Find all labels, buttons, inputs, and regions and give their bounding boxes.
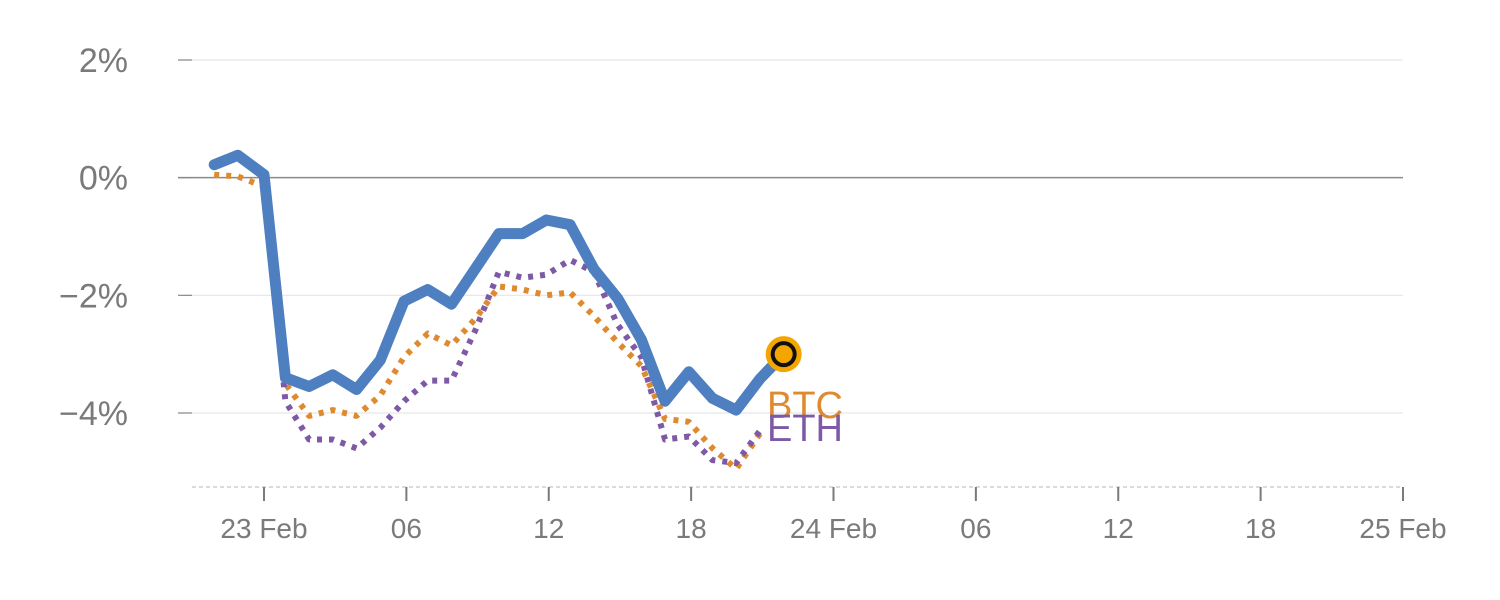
x-tick-label: 18 bbox=[1245, 513, 1276, 544]
current-value-marker bbox=[770, 341, 797, 368]
axes: 2% 0% −2% −4% 23 Feb 06 12 18 24 Feb 06 12 18 25 Feb bbox=[59, 42, 1447, 544]
x-tick-label: 06 bbox=[960, 513, 991, 544]
x-tick-label: 24 Feb bbox=[790, 513, 877, 544]
x-tick-label: 25 Feb bbox=[1359, 513, 1446, 544]
y-tick-label: −2% bbox=[59, 277, 128, 315]
y-tick-label: 2% bbox=[79, 42, 128, 80]
series-line-eth bbox=[213, 154, 763, 466]
y-tick-label: −4% bbox=[59, 395, 128, 433]
x-tick-label: 12 bbox=[1103, 513, 1134, 544]
current-value-marker-group bbox=[765, 336, 802, 373]
series-line-main bbox=[208, 149, 790, 416]
series-line-btc bbox=[213, 171, 763, 472]
series-label-eth: ETH bbox=[767, 408, 843, 450]
grid-lines bbox=[178, 59, 1403, 414]
series-lines bbox=[208, 149, 790, 472]
y-tick-label: 0% bbox=[79, 160, 128, 198]
x-tick-label: 23 Feb bbox=[220, 513, 307, 544]
x-tick-label: 18 bbox=[676, 513, 707, 544]
series-label-btc: BTC bbox=[767, 385, 843, 427]
x-tick-label: 12 bbox=[533, 513, 564, 544]
x-tick-label: 06 bbox=[391, 513, 422, 544]
